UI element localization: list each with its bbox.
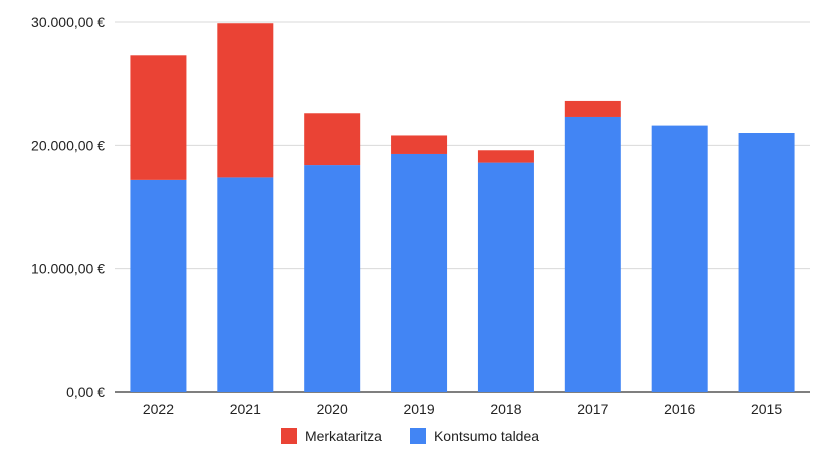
bar-kontsumo-taldea-2022[interactable]: [130, 179, 187, 392]
bar-kontsumo-taldea-2018[interactable]: [477, 162, 534, 392]
x-tick-label: 2021: [230, 401, 261, 417]
y-tick-label: 20.000,00 €: [31, 137, 105, 153]
bar-kontsumo-taldea-2016[interactable]: [651, 125, 708, 392]
bar-kontsumo-taldea-2020[interactable]: [304, 165, 361, 392]
bar-merkataritza-2020[interactable]: [304, 113, 361, 166]
bar-merkataritza-2019[interactable]: [391, 135, 448, 154]
legend-label-merkataritza: Merkataritza: [304, 428, 382, 444]
x-tick-label: 2019: [403, 401, 434, 417]
bar-merkataritza-2018[interactable]: [477, 150, 534, 163]
legend-item-merkataritza[interactable]: Merkataritza: [280, 428, 382, 444]
x-axis-tick-labels: 2022 2021 2020 2019 2018 2017 2016 2015: [143, 401, 782, 417]
x-tick-label: 2020: [317, 401, 348, 417]
legend-swatch-kontsumo-taldea: [409, 428, 426, 444]
x-tick-label: 2015: [751, 401, 782, 417]
x-tick-label: 2022: [143, 401, 174, 417]
x-tick-label: 2016: [664, 401, 695, 417]
bar-kontsumo-taldea-2017[interactable]: [564, 116, 621, 392]
bar-merkataritza-2022[interactable]: [130, 55, 187, 180]
legend-swatch-merkataritza: [280, 428, 297, 444]
y-axis-tick-labels: 0,00 € 10.000,00 € 20.000,00 € 30.000,00 €: [31, 14, 105, 400]
legend-label-kontsumo-taldea: Kontsumo taldea: [433, 428, 540, 444]
x-tick-label: 2018: [490, 401, 521, 417]
y-tick-label: 30.000,00 €: [31, 14, 105, 30]
y-tick-label: 0,00 €: [66, 384, 105, 400]
x-tick-label: 2017: [577, 401, 608, 417]
bar-merkataritza-2021[interactable]: [217, 23, 274, 178]
bar-kontsumo-taldea-2015[interactable]: [738, 133, 795, 392]
bar-kontsumo-taldea-2019[interactable]: [391, 153, 448, 392]
legend: Merkataritza Kontsumo taldea: [0, 428, 820, 444]
legend-item-kontsumo-taldea[interactable]: Kontsumo taldea: [409, 428, 540, 444]
bar-merkataritza-2017[interactable]: [564, 100, 621, 117]
bar-kontsumo-taldea-2021[interactable]: [217, 177, 274, 392]
y-tick-label: 10.000,00 €: [31, 261, 105, 277]
bars: [130, 23, 795, 392]
